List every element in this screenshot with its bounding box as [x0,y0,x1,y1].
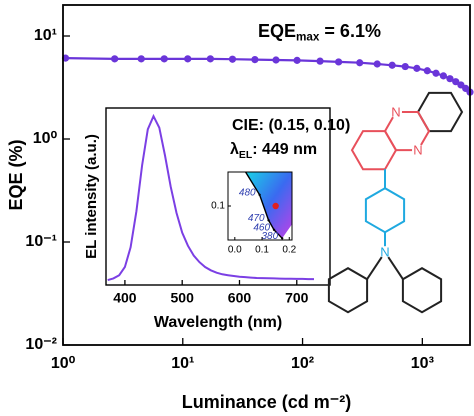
data-point [206,55,214,63]
x-axis-title: Wavelength (nm) [154,314,282,331]
annotation: λEL: 449 nm [230,141,317,160]
atom-label: N [413,143,422,158]
data-point [452,78,460,86]
y-axis-title: EQE (%) [6,139,26,210]
atom-label: N [380,245,389,260]
data-point [228,55,237,63]
cie-point [272,202,279,210]
x-tick-label: 700 [285,290,309,306]
data-point [401,62,409,71]
data-point [272,56,280,64]
data-point [293,56,301,64]
locus-point [258,193,261,196]
ring [401,267,443,314]
y-tick-label: 10⁰ [33,130,58,147]
cie-label: CIE: (0.15, 0.10) [232,117,350,134]
y-tick-label: 0.1 [211,201,225,212]
data-point [137,55,145,63]
annotation-rest: : 449 nm [252,141,317,158]
atom-bg [412,144,424,157]
x-tick-label: 400 [113,290,137,306]
atom-label: N [391,104,400,119]
x-tick-label: 10⁰ [51,355,76,372]
x-tick-label: 0.0 [228,245,242,256]
data-point [111,55,119,63]
x-tick-label: 10² [291,355,314,372]
gamut [245,172,292,239]
locus-label: 470 [248,213,265,224]
data-point [423,67,431,75]
locus-point [267,219,270,222]
x-tick-label: 600 [228,290,252,306]
data-line [107,113,314,282]
inset-background [106,108,330,285]
data-point [356,59,364,67]
x-tick-label: 0.2 [282,245,296,256]
atom-bg [379,246,391,259]
data-point [439,72,448,80]
data-point [335,58,343,66]
locus-label: 380 [262,231,279,242]
data-line [65,57,471,94]
annotation: EQEmax = 6.1% [258,21,381,44]
data-point [316,57,324,65]
plot-frame [105,107,331,286]
locus-label: 480 [239,187,256,198]
locus-point [280,237,284,240]
data-point [184,55,192,63]
ring [327,267,369,314]
plot-frame [62,4,471,346]
x-tick-label: 500 [171,290,195,306]
ring [364,187,406,234]
locus-label: 460 [253,222,270,233]
x-tick-label: 10¹ [171,355,194,372]
y-axis-title: EL intensity (a.u.) [83,134,100,259]
annotation-text: λ [230,141,239,158]
locus-point [272,228,276,231]
y-tick-label: 10⁻¹ [25,233,57,250]
x-tick-label: 0.1 [255,245,269,256]
data-point [373,60,381,68]
x-tick-label: 10³ [411,355,434,372]
data-point [251,56,259,64]
y-tick-label: 10¹ [34,27,57,44]
data-point [413,64,421,72]
annotation-text: EQE [258,21,296,41]
annotation-subscript: EL [239,150,253,161]
data-point [432,69,440,77]
annotation-rest: = 6.1% [319,21,381,41]
data-point [446,75,454,83]
x-axis-title: Luminance (cd m⁻²) [182,392,352,412]
cie-frame [227,171,293,241]
annotation-subscript: max [296,30,320,43]
data-point [160,55,168,63]
atom-bg [390,106,402,118]
y-tick-label: 10⁻² [25,336,57,353]
data-point [388,61,396,69]
molecule: N N N [327,91,464,314]
ring [350,130,398,171]
